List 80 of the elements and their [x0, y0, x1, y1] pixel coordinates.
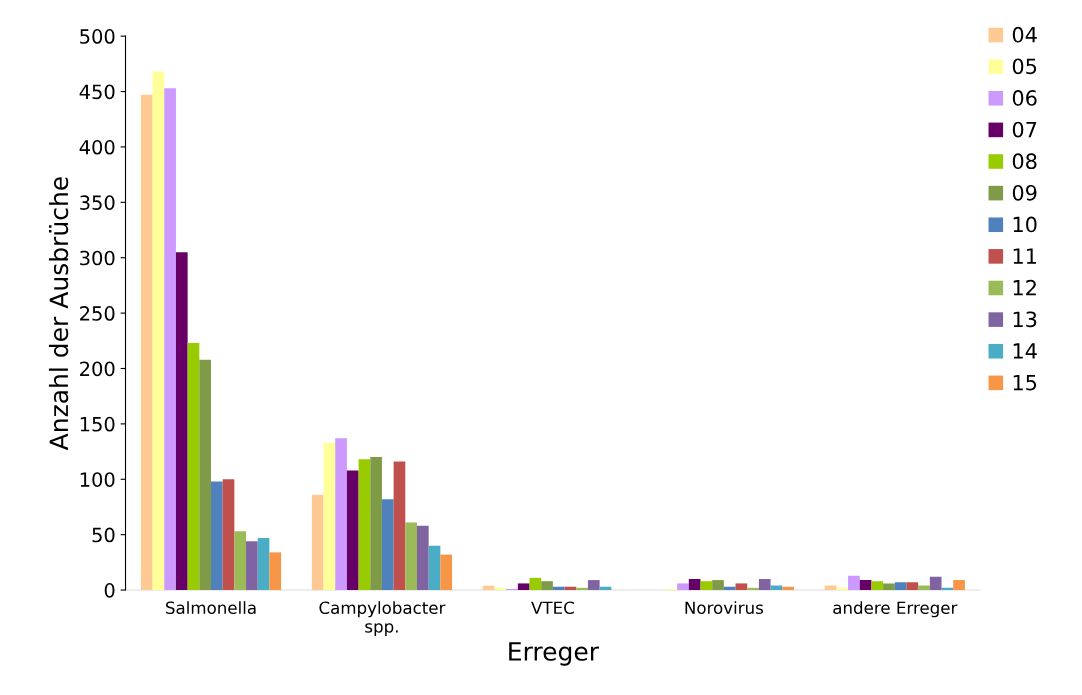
bar — [428, 545, 441, 591]
bar — [529, 577, 542, 591]
bar — [257, 537, 270, 591]
x-tick-label: Campylobacter spp. — [319, 601, 446, 636]
bar — [222, 479, 235, 591]
bar — [677, 583, 689, 591]
legend-label: 09 — [1012, 184, 1037, 201]
bar — [346, 470, 359, 591]
bar — [918, 585, 930, 591]
bar — [494, 587, 507, 591]
bar — [700, 581, 713, 591]
bar — [747, 587, 759, 591]
bar — [164, 88, 176, 591]
bar — [381, 499, 394, 591]
bar — [576, 587, 588, 591]
bar — [416, 525, 429, 591]
y-tick-label: 100 — [80, 472, 115, 487]
legend-label: 08 — [1012, 153, 1037, 170]
x-tick-label: andere Erreger — [833, 601, 958, 618]
bar — [859, 580, 872, 591]
bar — [175, 252, 188, 591]
legend-label: 11 — [1013, 248, 1037, 264]
y-tick-label: 150 — [80, 416, 115, 432]
bar — [782, 586, 794, 591]
bar — [393, 461, 406, 591]
legend-label: 14 — [1013, 343, 1037, 359]
y-tick-label: 200 — [80, 361, 115, 377]
y-tick-label: 350 — [80, 195, 115, 210]
y-tick-label: 400 — [79, 139, 115, 155]
y-tick-label: 250 — [80, 306, 115, 321]
y-tick-label: 0 — [104, 583, 115, 598]
bar — [712, 580, 724, 591]
bar — [311, 494, 324, 591]
bar — [688, 578, 701, 591]
y-axis-title: Anzahl der Ausbrüche — [48, 177, 69, 451]
bar — [517, 583, 530, 591]
x-axis-title: Erreger — [509, 642, 600, 666]
bar — [269, 552, 282, 591]
bar — [323, 442, 336, 591]
legend-label: 13 — [1013, 311, 1037, 328]
bar — [587, 580, 600, 591]
bar — [246, 541, 258, 591]
y-tick-label: 450 — [79, 84, 115, 100]
bar — [370, 457, 382, 591]
bar — [953, 580, 965, 591]
legend-label: 04 — [1012, 26, 1037, 43]
legend-label: 07 — [1012, 121, 1037, 138]
bar — [894, 582, 907, 591]
bar — [187, 343, 200, 591]
y-tick-label: 500 — [80, 29, 115, 44]
legend-label: 12 — [1013, 279, 1036, 296]
y-tick-label: 300 — [80, 250, 115, 266]
x-tick-label: Salmonella — [166, 601, 256, 615]
x-tick-label: Norovirus — [685, 601, 764, 615]
bar — [541, 581, 553, 591]
bar — [871, 581, 884, 591]
bar — [234, 531, 247, 591]
bar — [906, 582, 919, 591]
bar — [836, 587, 849, 591]
bar — [358, 459, 371, 591]
bar — [140, 94, 153, 591]
y-tick-label: 50 — [92, 527, 115, 543]
legend-label: 06 — [1012, 90, 1037, 106]
bar — [735, 583, 748, 591]
legend-label: 10 — [1013, 216, 1037, 233]
bar — [758, 578, 771, 591]
bar — [929, 576, 942, 591]
bar — [199, 359, 211, 591]
x-tick-label: VTEC — [531, 601, 574, 615]
bar — [883, 583, 895, 591]
bar — [405, 522, 417, 591]
bar — [723, 586, 736, 591]
bar — [440, 554, 453, 591]
bar — [210, 481, 223, 591]
bar — [335, 438, 347, 591]
legend-label: 05 — [1012, 58, 1037, 75]
legend-label: 15 — [1013, 374, 1037, 391]
bar — [848, 575, 860, 591]
bar — [152, 71, 165, 591]
bar — [552, 586, 565, 591]
